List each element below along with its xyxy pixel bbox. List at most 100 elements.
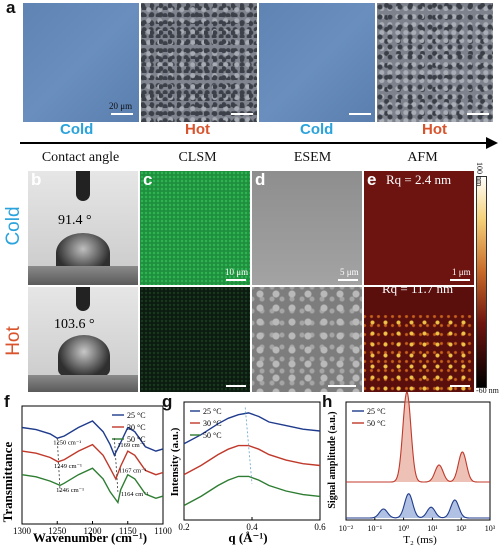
x-tick-label: 1250 — [48, 526, 67, 536]
scale-bar — [226, 279, 246, 281]
chart-g: Intensity (a.u.) q (Å⁻¹) 0.2 0.4 0.6 25 °C 3… — [169, 401, 326, 545]
peak-annotation: 1250 cm⁻¹ — [53, 440, 81, 447]
condition-label-hot-2: Hot — [422, 121, 447, 138]
scale-bar — [338, 279, 358, 281]
scale-bar — [450, 279, 470, 281]
chart-f: Transmittance Wavenumber (cm⁻¹) 1300 1250… — [0, 405, 172, 545]
substrate — [28, 375, 138, 392]
esem-cold-image: d 5 μm — [252, 171, 362, 285]
x-tick-label: 1100 — [154, 526, 172, 536]
series-line-2 — [183, 475, 321, 507]
header-afm: AFM — [407, 150, 438, 165]
scale-label-c: 10 μm — [225, 267, 249, 277]
series-area-1 — [346, 392, 490, 482]
series-line-0 — [21, 420, 164, 458]
panel-label-a: a — [6, 0, 16, 17]
peak-guide-line — [244, 407, 253, 484]
x-axis-label: T₂ (ms) — [403, 534, 437, 546]
header-contact-angle: Contact angle — [41, 150, 120, 165]
y-axis-label: Transmittance — [0, 441, 15, 522]
legend-label: 50 °C — [127, 435, 146, 444]
legend-label: 25 °C — [367, 407, 386, 416]
microscope-tile-cold-1: 20 μm — [23, 3, 139, 122]
x-tick-label: 0.2 — [178, 522, 189, 532]
condition-label-cold-1: Cold — [60, 121, 94, 138]
x-axis-label: Wavenumber (cm⁻¹) — [33, 530, 147, 545]
panel-label-h: h — [322, 392, 333, 411]
peak-annotation: 1164 cm⁻¹ — [121, 491, 149, 498]
scale-bar — [226, 385, 246, 387]
scale-bar — [231, 113, 253, 115]
needle — [76, 287, 90, 311]
panel-label-e: e — [367, 171, 377, 189]
x-tick-label: 1300 — [13, 526, 32, 536]
series-line-0 — [183, 412, 321, 445]
esem-hot-image — [252, 287, 362, 392]
legend-label: 30 °C — [127, 423, 146, 432]
x-tick-label: 0.4 — [246, 522, 258, 532]
x-tick-label: 10⁻² — [339, 524, 354, 533]
scale-bar — [450, 385, 470, 387]
row-label-hot: Hot — [3, 326, 24, 356]
panel-label-b: b — [31, 171, 42, 189]
condition-label-cold-2: Cold — [300, 121, 334, 138]
substrate — [28, 266, 138, 285]
legend-label: 30 °C — [203, 419, 222, 428]
x-tick-label: 1200 — [84, 526, 103, 536]
microscope-tile-cold-2 — [259, 3, 375, 122]
x-tick-label: 10³ — [485, 524, 496, 533]
peak-annotation: 1167 cm⁻¹ — [119, 468, 147, 475]
panel-label-c: c — [143, 171, 153, 189]
contact-angle-cold-image: b 91.4 ° — [28, 171, 138, 285]
contact-angle-value-hot: 103.6 ° — [54, 317, 95, 332]
afm-colorbar — [476, 176, 487, 388]
peak-annotation: 1169 cm⁻¹ — [117, 442, 145, 449]
panel-label-d: d — [255, 171, 266, 189]
peak-annotation: 1249 cm⁻¹ — [54, 463, 82, 470]
guide-line — [113, 438, 119, 492]
legend-label: 25 °C — [127, 411, 146, 420]
header-clsm: CLSM — [178, 150, 217, 165]
x-tick-label: 10² — [456, 524, 467, 533]
microscope-tile-hot-2 — [377, 3, 493, 122]
contact-angle-hot-image: 103.6 ° — [28, 287, 138, 392]
scale-bar — [111, 113, 133, 115]
scale-bar — [467, 113, 489, 115]
series-line-0 — [346, 493, 490, 519]
colorbar-top-label: 100 nm — [475, 162, 484, 187]
scale-bar — [349, 113, 371, 115]
plot-frame — [345, 401, 491, 521]
clsm-hot-image — [140, 287, 250, 392]
scale-label-e: 1 μm — [452, 267, 471, 277]
panel-label-f: f — [4, 392, 10, 411]
y-axis-label: Intensity (a.u.) — [169, 427, 181, 496]
legend-label: 25 °C — [203, 407, 222, 416]
series-line-1 — [183, 444, 321, 476]
x-tick-label: 10⁻¹ — [367, 524, 382, 533]
series-line-1 — [21, 443, 164, 481]
scale-label-d: 5 μm — [340, 267, 359, 277]
series-line-1 — [346, 392, 490, 483]
contact-angle-value-cold: 91.4 ° — [58, 213, 92, 228]
afm-hot-image: Rq = 11.7 nm — [364, 287, 474, 392]
microscope-tile-hot-1 — [141, 3, 257, 122]
header-esem: ESEM — [293, 150, 332, 165]
roughness-cold: Rq = 2.4 nm — [386, 172, 452, 187]
guide-line — [56, 438, 61, 492]
scale-label-a: 20 μm — [109, 101, 133, 111]
x-tick-label: 10¹ — [427, 524, 438, 533]
legend-label: 50 °C — [367, 419, 386, 428]
row-label-cold: Cold — [3, 206, 24, 246]
needle — [76, 171, 90, 201]
droplet — [58, 335, 110, 377]
legend-label: 50 °C — [203, 431, 222, 440]
series-area-0 — [346, 493, 490, 518]
x-axis-label: q (Å⁻¹) — [228, 530, 267, 545]
y-axis-label: Signal amplitude (a.u.) — [327, 411, 338, 508]
condition-label-hot-1: Hot — [185, 121, 210, 138]
chart-h: Signal amplitude (a.u.) T₂ (ms) 10⁻² 10⁻¹… — [327, 392, 496, 546]
roughness-hot: Rq = 11.7 nm — [382, 287, 454, 296]
series-line-2 — [21, 467, 164, 505]
x-tick-label: 0.6 — [314, 522, 326, 532]
colorbar-bottom-label: -60 nm — [476, 386, 499, 395]
